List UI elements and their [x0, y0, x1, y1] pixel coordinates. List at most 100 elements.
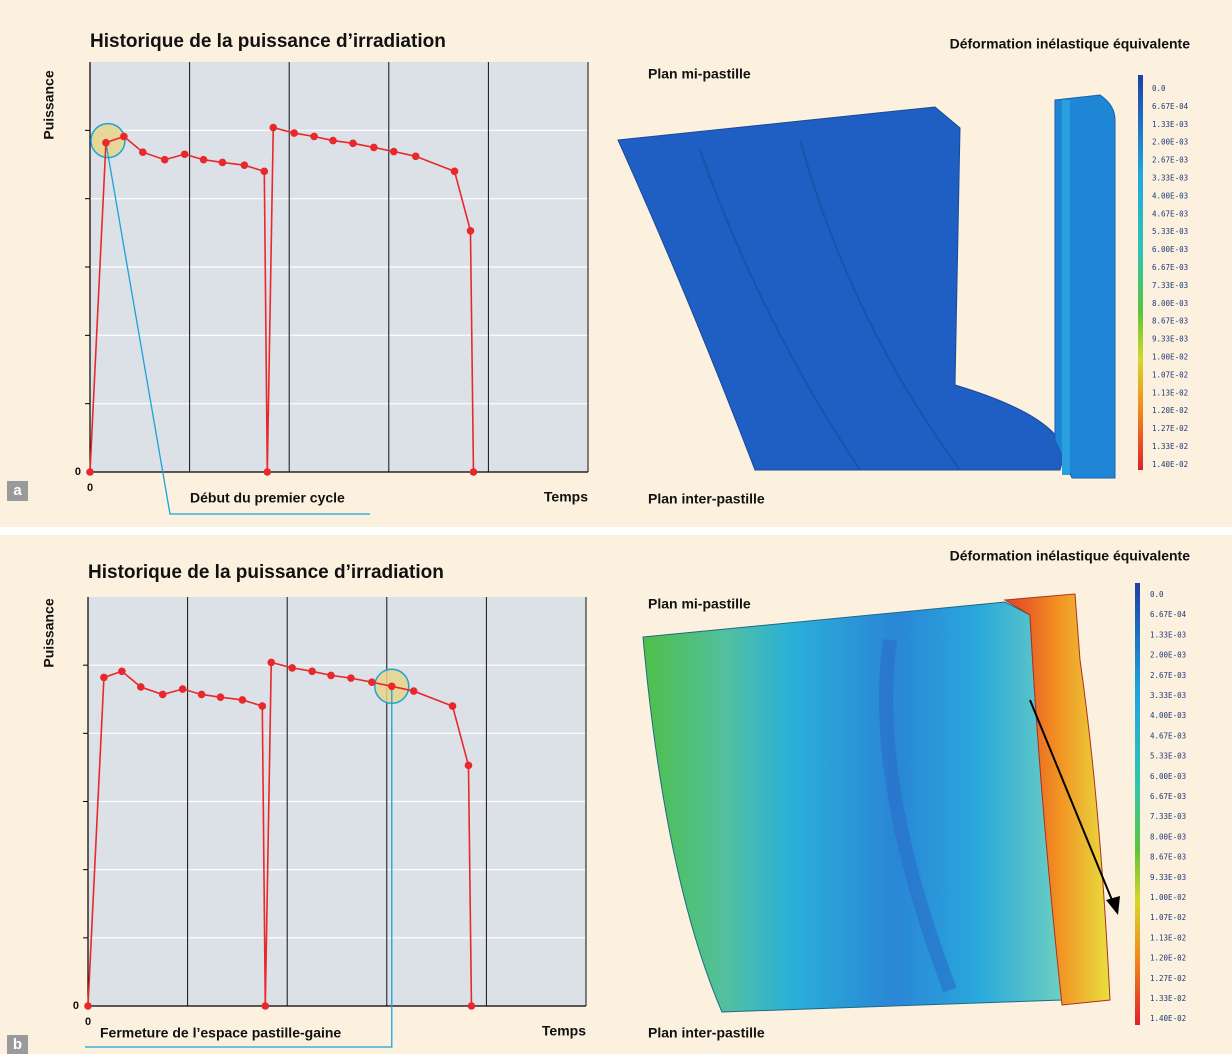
colorbar-label: 1.27E-02: [1152, 424, 1188, 433]
contour-title: Déformation inélastique équivalente: [950, 548, 1191, 564]
data-point: [100, 673, 108, 682]
colorbar-label: 6.67E-03: [1152, 263, 1188, 272]
data-point: [349, 139, 357, 148]
colorbar-label: 1.40E-02: [1152, 460, 1188, 469]
data-point: [197, 690, 206, 699]
colorbar-label: 1.27E-02: [1150, 974, 1186, 983]
callout-line: [105, 142, 370, 515]
data-point: [448, 702, 457, 710]
colorbar-label: 6.00E-03: [1150, 772, 1186, 781]
data-point: [387, 682, 396, 691]
data-point: [238, 696, 247, 704]
colorbar-label: 8.67E-03: [1150, 853, 1186, 862]
colorbar-label: 0.0: [1150, 590, 1164, 599]
colorbar-label: 1.13E-02: [1150, 933, 1186, 942]
colorbar-label: 6.67E-04: [1152, 102, 1189, 111]
colorbar-label: 3.33E-03: [1150, 691, 1186, 700]
data-point: [84, 1002, 92, 1010]
x-tick-label: 0: [85, 1016, 91, 1028]
data-point: [102, 138, 110, 147]
callout-text: Fermeture de l’espace pastille-gaine: [100, 1025, 341, 1041]
data-point: [158, 690, 167, 699]
data-point: [469, 468, 478, 476]
colorbar-label: 1.00E-02: [1150, 893, 1186, 902]
data-point: [450, 167, 459, 176]
x-tick-label: 0: [87, 482, 93, 494]
data-point: [389, 147, 398, 156]
colorbar-label: 1.13E-02: [1152, 388, 1188, 397]
contour-a: [617, 94, 1116, 479]
data-point: [180, 150, 189, 159]
colorbar-label: 5.33E-03: [1150, 752, 1186, 761]
data-point: [464, 761, 473, 770]
data-point: [216, 693, 225, 702]
data-point: [327, 671, 335, 680]
data-point: [263, 468, 272, 476]
colorbar-label: 7.33E-03: [1152, 281, 1188, 290]
data-point: [160, 155, 169, 164]
data-point: [261, 1002, 270, 1010]
plane-label: Plan mi-pastille: [648, 66, 751, 82]
chart-title: Historique de la puissance d’irradiation: [90, 31, 446, 52]
x-axis-label: Temps: [542, 1023, 586, 1039]
colorbar-label: 9.33E-03: [1150, 873, 1186, 882]
colorbar: [1135, 583, 1140, 1025]
colorbar-label: 1.40E-02: [1150, 1014, 1186, 1023]
data-point: [240, 161, 249, 169]
data-point: [370, 143, 378, 152]
colorbar-label: 4.00E-03: [1150, 711, 1186, 720]
contour-b: [642, 593, 1120, 1013]
colorbar-label: 1.20E-02: [1152, 406, 1188, 415]
callout-line: [85, 686, 393, 1048]
chart-title: Historique de la puissance d’irradiation: [88, 562, 444, 583]
data-point: [218, 158, 227, 167]
colorbar-label: 2.00E-03: [1152, 138, 1188, 147]
colorbar-label: 3.33E-03: [1152, 174, 1188, 183]
data-point: [347, 674, 355, 682]
callout-text: Début du premier cycle: [190, 490, 345, 506]
data-line: [87, 661, 473, 1007]
plane-label: Plan inter-pastille: [648, 1025, 765, 1041]
colorbar-label: 6.67E-03: [1150, 792, 1186, 801]
data-point: [178, 685, 187, 693]
y-tick-label: 0: [75, 466, 81, 478]
colorbar-label: 6.00E-03: [1152, 245, 1188, 254]
colorbar-label: 8.67E-03: [1152, 317, 1188, 326]
data-point: [467, 1002, 476, 1010]
data-point: [269, 123, 278, 132]
colorbar-label: 1.33E-02: [1150, 994, 1186, 1003]
data-point: [409, 687, 418, 695]
colorbar-label: 1.00E-02: [1152, 353, 1188, 362]
colorbar-label: 1.33E-03: [1152, 120, 1188, 129]
data-point: [466, 226, 475, 235]
colorbar-label: 8.00E-03: [1152, 299, 1188, 308]
data-point: [329, 136, 337, 145]
colorbar-label: 0.0: [1152, 84, 1166, 93]
colorbar-label: 2.00E-03: [1150, 651, 1186, 660]
data-point: [288, 664, 296, 672]
colorbar-label: 1.20E-02: [1150, 954, 1186, 963]
colorbar-label: 1.07E-02: [1150, 913, 1186, 922]
data-point: [290, 129, 298, 137]
y-tick-label: 0: [73, 1000, 79, 1012]
colorbar-label: 4.67E-03: [1152, 209, 1188, 218]
colorbar-label: 2.67E-03: [1152, 156, 1188, 165]
plane-label: Plan mi-pastille: [648, 596, 751, 612]
data-point: [118, 667, 126, 676]
data-point: [120, 132, 128, 141]
panel-letter: b: [13, 1036, 22, 1053]
x-axis-label: Temps: [544, 489, 588, 505]
data-point: [368, 678, 376, 687]
colorbar-label: 7.33E-03: [1150, 812, 1186, 821]
contour-title: Déformation inélastique équivalente: [950, 36, 1191, 52]
data-point: [267, 658, 276, 667]
colorbar: [1138, 75, 1143, 470]
data-point: [411, 152, 420, 161]
colorbar-label: 5.33E-03: [1152, 227, 1188, 236]
y-axis-label: Puissance: [41, 70, 57, 139]
colorbar-label: 4.67E-03: [1150, 731, 1186, 740]
data-point: [138, 148, 147, 156]
data-point: [136, 683, 145, 691]
data-point: [260, 167, 269, 176]
data-line: [89, 126, 475, 473]
